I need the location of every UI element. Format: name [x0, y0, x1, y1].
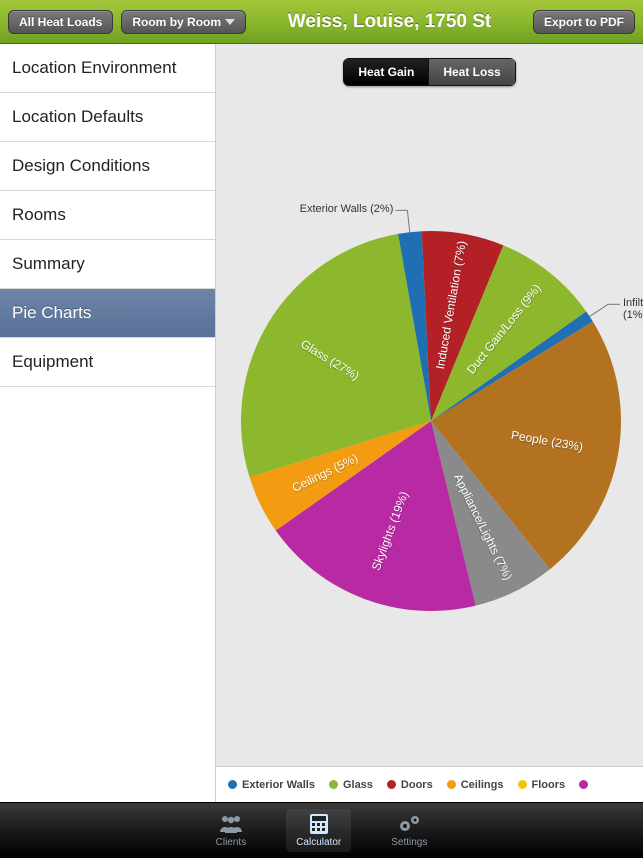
- top-toolbar: All Heat Loads Room by Room Weiss, Louis…: [0, 0, 643, 44]
- sidebar-item-equipment[interactable]: Equipment: [0, 338, 215, 387]
- page-title: Weiss, Louise, 1750 St: [254, 11, 525, 33]
- tab-label: Calculator: [296, 837, 341, 848]
- sidebar-item-label: Summary: [12, 254, 85, 273]
- legend-dot-icon: [579, 780, 588, 789]
- sidebar-item-location-defaults[interactable]: Location Defaults: [0, 93, 215, 142]
- sidebar-item-design-conditions[interactable]: Design Conditions: [0, 142, 215, 191]
- heat-toggle: Heat GainHeat Loss: [343, 58, 515, 86]
- slice-callout: Exterior Walls (2%): [285, 203, 393, 215]
- chevron-down-icon: [225, 19, 235, 25]
- legend-item[interactable]: Ceilings: [447, 779, 504, 791]
- sidebar: Location Environment Location Defaults Des…: [0, 44, 216, 802]
- slice-callout: Infiltration (1%): [623, 297, 643, 321]
- tab-heat-gain[interactable]: Heat Gain: [343, 58, 429, 86]
- main-content: Heat GainHeat Loss Exterior Walls (2%)In…: [216, 44, 643, 802]
- sidebar-item-label: Pie Charts: [12, 303, 91, 322]
- legend-item[interactable]: Floors: [518, 779, 566, 791]
- legend-item[interactable]: Doors: [387, 779, 433, 791]
- sidebar-item-label: Location Environment: [12, 58, 176, 77]
- tab-calculator[interactable]: Calculator: [286, 809, 351, 852]
- legend-label: Doors: [401, 779, 433, 791]
- sidebar-item-label: Location Defaults: [12, 107, 143, 126]
- tab-label: Clients: [216, 837, 247, 848]
- legend-item[interactable]: Exterior Walls: [228, 779, 315, 791]
- legend-dot-icon: [387, 780, 396, 789]
- legend-item[interactable]: Glass: [329, 779, 373, 791]
- legend-label: Ceilings: [461, 779, 504, 791]
- sidebar-item-label: Design Conditions: [12, 156, 150, 175]
- sidebar-item-label: Equipment: [12, 352, 93, 371]
- pie-chart-area: Exterior Walls (2%)Induced Ventilation (…: [216, 96, 643, 802]
- legend-dot-icon: [228, 780, 237, 789]
- mode-dropdown[interactable]: Room by Room: [121, 10, 246, 34]
- sidebar-item-summary[interactable]: Summary: [0, 240, 215, 289]
- tab-label: Settings: [391, 837, 427, 848]
- back-label: All Heat Loads: [19, 15, 102, 29]
- mode-label: Room by Room: [132, 15, 221, 29]
- sidebar-item-pie-charts[interactable]: Pie Charts: [0, 289, 215, 338]
- tab-clients[interactable]: Clients: [206, 809, 257, 852]
- back-button[interactable]: All Heat Loads: [8, 10, 113, 34]
- tab-heat-loss[interactable]: Heat Loss: [429, 58, 515, 86]
- legend-dot-icon: [329, 780, 338, 789]
- export-button[interactable]: Export to PDF: [533, 10, 635, 34]
- pie-chart: [216, 96, 643, 756]
- sidebar-item-label: Rooms: [12, 205, 66, 224]
- export-label: Export to PDF: [544, 15, 624, 29]
- legend-label: Exterior Walls: [242, 779, 315, 791]
- bottom-tabbar: Clients Calculator Settings: [0, 802, 643, 858]
- legend-dot-icon: [518, 780, 527, 789]
- legend-dot-icon: [447, 780, 456, 789]
- legend-label: Floors: [532, 779, 566, 791]
- people-icon: [218, 813, 244, 835]
- gears-icon: [396, 813, 422, 835]
- legend-label: Glass: [343, 779, 373, 791]
- sidebar-item-location-environment[interactable]: Location Environment: [0, 44, 215, 93]
- tab-settings[interactable]: Settings: [381, 809, 437, 852]
- sidebar-item-rooms[interactable]: Rooms: [0, 191, 215, 240]
- legend[interactable]: Exterior Walls Glass Doors Ceilings Floors: [216, 766, 643, 802]
- calculator-icon: [306, 813, 332, 835]
